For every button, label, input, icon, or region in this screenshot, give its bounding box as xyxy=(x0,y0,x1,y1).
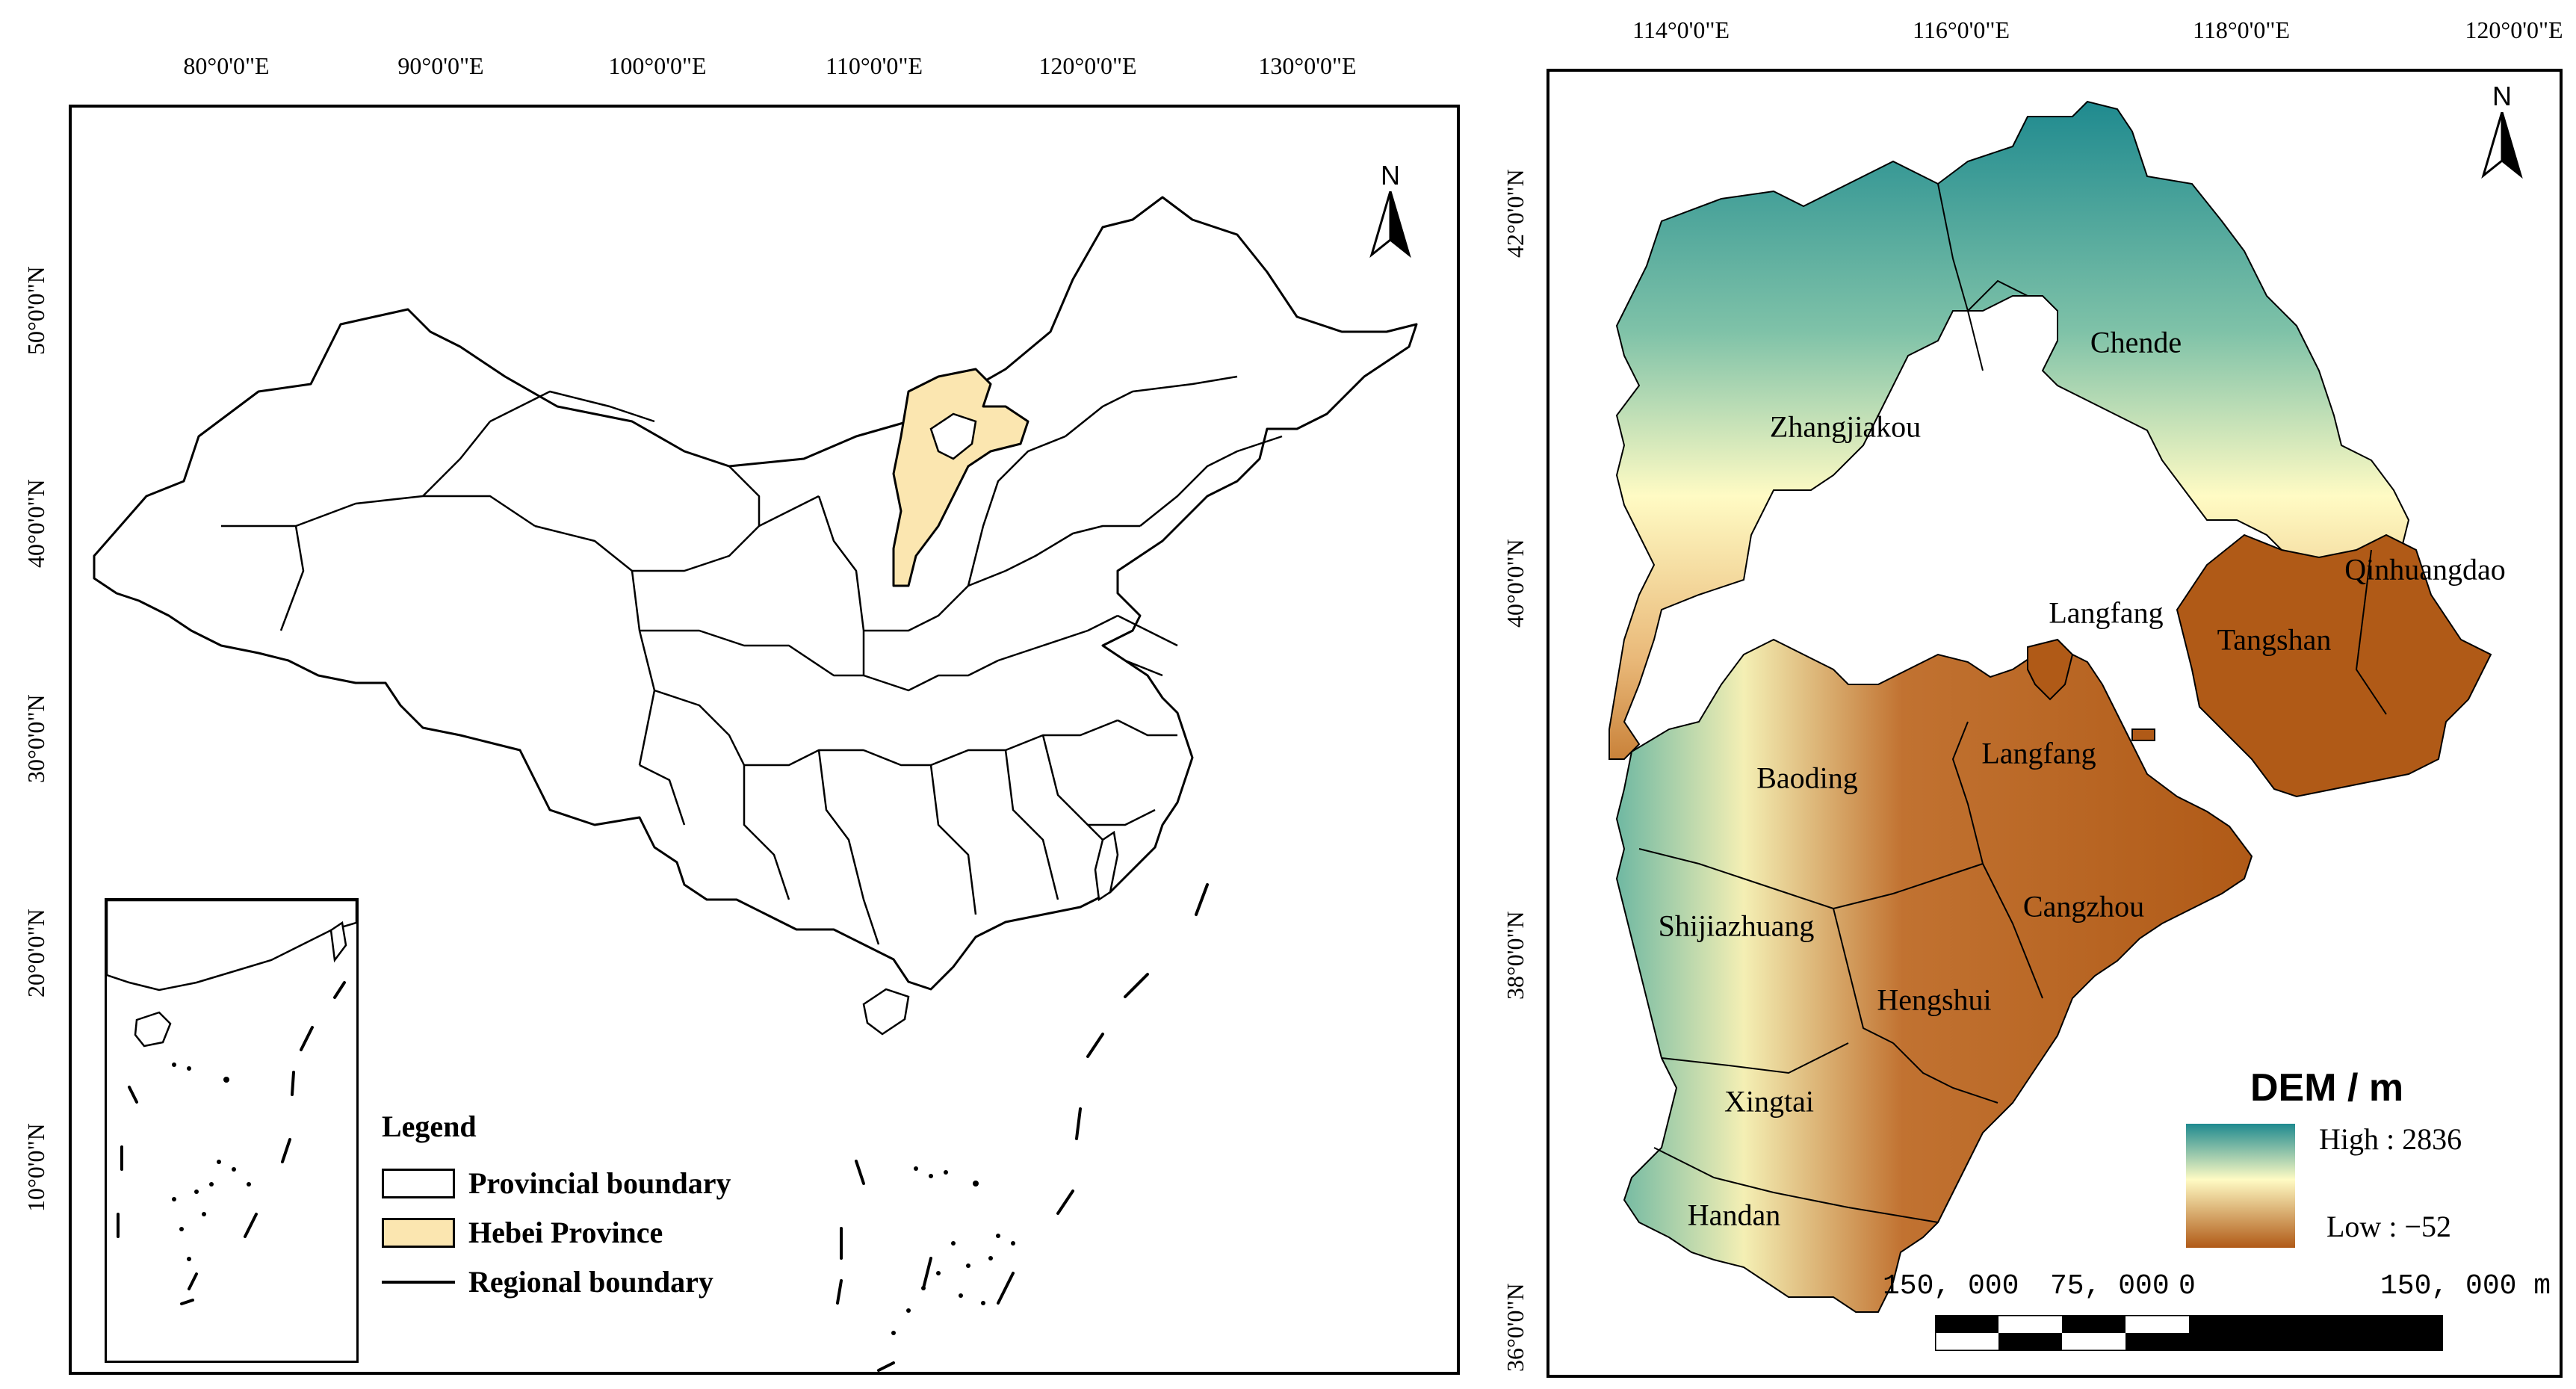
legend-label-provincial: Provincial boundary xyxy=(468,1166,731,1200)
left-top-tick-110: 110°0'0"E xyxy=(826,52,923,79)
city-label-chende: Chende xyxy=(2090,325,2182,359)
north-arrow: N xyxy=(1368,160,1413,262)
left-top-tick-90: 90°0'0"E xyxy=(397,52,484,79)
dem-color-ramp xyxy=(2186,1124,2295,1248)
left-top-tick-120: 120°0'0"E xyxy=(1038,52,1137,79)
right-top-tick-120: 120°0'0"E xyxy=(2465,16,2563,43)
north-arrow-right: N xyxy=(2480,81,2524,183)
left-side-tick-30: 30°0'0"N xyxy=(22,694,49,783)
south-china-sea-inset xyxy=(105,898,359,1363)
legend-item-hebei: Hebei Province xyxy=(382,1215,663,1250)
scale-bar xyxy=(1935,1315,2443,1351)
legend-title: Legend xyxy=(382,1110,477,1143)
right-side-tick-40: 40°0'0"N xyxy=(1502,539,1529,628)
city-label-handan: Handan xyxy=(1687,1198,1781,1232)
city-label-baoding: Baoding xyxy=(1756,761,1858,795)
regional-boundaries xyxy=(1638,183,2387,1223)
taiwan-island xyxy=(1094,830,1119,902)
hebei-swatch xyxy=(382,1217,455,1248)
langfang-north-shape xyxy=(2027,638,2074,701)
legend-item-regional: Regional boundary xyxy=(382,1264,713,1299)
left-side-tick-20: 20°0'0"N xyxy=(22,909,49,997)
city-label-shijiazhuang: Shijiazhuang xyxy=(1658,909,1815,943)
islands-cluster xyxy=(891,1166,1015,1335)
scale-label-0: 0 xyxy=(2179,1270,2196,1302)
scale-label-150k-left: 150, 000 xyxy=(1883,1270,2019,1302)
provincial-swatch xyxy=(382,1168,455,1198)
right-side-tick-42: 42°0'0"N xyxy=(1502,169,1529,258)
inset-map xyxy=(105,899,358,1305)
city-label-tangshan: Tangshan xyxy=(2217,622,2332,657)
legend-item-provincial: Provincial boundary xyxy=(382,1166,731,1201)
north-arrow-icon xyxy=(1369,191,1411,259)
southern-plain-shape xyxy=(1615,638,2253,1313)
north-label-right: N xyxy=(2492,81,2512,111)
right-top-tick-118: 118°0'0"E xyxy=(2193,16,2290,43)
scale-label-75k: 75, 000 xyxy=(2050,1270,2170,1302)
nine-dash-line xyxy=(836,883,1209,1372)
china-outline xyxy=(93,196,1418,991)
north-label: N xyxy=(1381,160,1400,191)
beijing-outline xyxy=(929,412,977,460)
legend-label-hebei: Hebei Province xyxy=(468,1216,663,1249)
northern-region-shape xyxy=(1609,100,2410,760)
china-map-panel: N Legend Provi xyxy=(69,105,1460,1375)
right-side-tick-38: 38°0'0"N xyxy=(1502,911,1529,1000)
north-arrow-right-icon xyxy=(2481,111,2523,179)
hebei-province-shape xyxy=(892,368,1030,587)
regional-line-swatch xyxy=(382,1267,455,1297)
left-top-tick-80: 80°0'0"E xyxy=(183,52,270,79)
city-label-xingtai: Xingtai xyxy=(1724,1084,1814,1119)
city-label-hengshui: Hengshui xyxy=(1877,983,1992,1017)
city-label-langfang-north: Langfang xyxy=(2049,595,2164,630)
china-provinces-map xyxy=(93,196,1418,1372)
left-side-tick-10: 10°0'0"N xyxy=(22,1123,49,1212)
hainan-island xyxy=(862,988,910,1036)
city-label-qinhuangdao: Qinhuangdao xyxy=(2344,552,2506,587)
left-side-tick-40: 40°0'0"N xyxy=(22,479,49,568)
langfang-islet xyxy=(2131,728,2155,741)
east-coast-shape xyxy=(2176,533,2492,798)
left-top-tick-130: 130°0'0"E xyxy=(1258,52,1357,79)
city-label-cangzhou: Cangzhou xyxy=(2022,889,2145,924)
hebei-dem-panel: Zhangjiakou Chende Langfang Qinhuangdao … xyxy=(1546,69,2563,1378)
hebei-dem-map xyxy=(1609,100,2492,1313)
dem-low-label: Low : −52 xyxy=(2326,1210,2451,1243)
city-label-langfang-south: Langfang xyxy=(1981,736,2096,770)
right-side-tick-36: 36°0'0"N xyxy=(1502,1283,1529,1372)
city-label-zhangjiakou: Zhangjiakou xyxy=(1769,409,1922,444)
left-side-tick-50: 50°0'0"N xyxy=(22,266,49,355)
provincial-boundaries xyxy=(221,375,1283,945)
dem-legend-title: DEM / m xyxy=(2250,1066,2404,1110)
legend-label-regional: Regional boundary xyxy=(468,1265,713,1299)
left-top-tick-100: 100°0'0"E xyxy=(608,52,707,79)
scale-label-150k-right: 150, 000 m xyxy=(2380,1270,2551,1302)
dem-high-label: High : 2836 xyxy=(2319,1122,2462,1156)
right-top-tick-114: 114°0'0"E xyxy=(1632,16,1730,43)
right-top-tick-116: 116°0'0"E xyxy=(1913,16,2010,43)
